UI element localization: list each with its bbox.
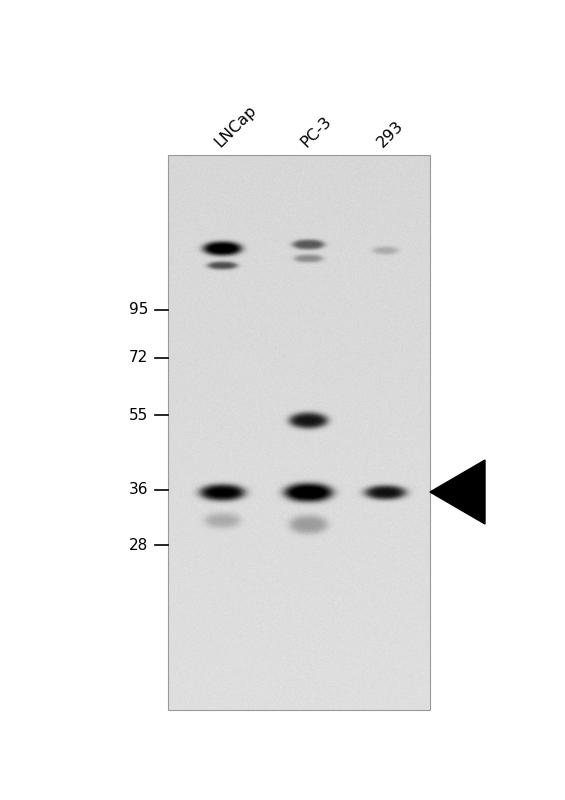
Text: 28: 28 — [129, 538, 148, 553]
Text: 293: 293 — [375, 118, 406, 150]
Text: 36: 36 — [128, 482, 148, 498]
Text: 95: 95 — [129, 302, 148, 318]
Text: 72: 72 — [129, 350, 148, 366]
Text: PC-3: PC-3 — [297, 114, 334, 150]
Bar — [168, 155, 430, 710]
Text: 55: 55 — [129, 407, 148, 422]
Polygon shape — [430, 460, 485, 524]
Text: LNCap: LNCap — [211, 102, 259, 150]
